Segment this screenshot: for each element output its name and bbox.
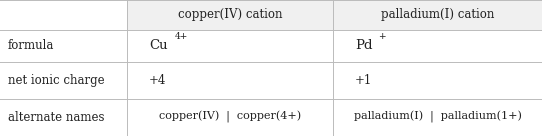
Text: +1: +1	[355, 74, 372, 87]
Text: Pd: Pd	[355, 39, 372, 52]
Bar	[127, 0, 333, 30]
Text: Cu: Cu	[149, 39, 167, 52]
Text: formula: formula	[8, 39, 55, 52]
Text: palladium(I)  |  palladium(1+): palladium(I) | palladium(1+)	[354, 111, 521, 123]
Text: palladium(I) cation: palladium(I) cation	[381, 8, 494, 21]
Bar	[333, 0, 542, 30]
Text: +: +	[378, 32, 385, 41]
Text: 4+: 4+	[175, 32, 188, 41]
Text: alternate names: alternate names	[8, 111, 105, 124]
Text: copper(IV)  |  copper(4+): copper(IV) | copper(4+)	[159, 111, 301, 123]
Text: copper(IV) cation: copper(IV) cation	[178, 8, 282, 21]
Text: +4: +4	[149, 74, 166, 87]
Text: net ionic charge: net ionic charge	[8, 74, 105, 87]
